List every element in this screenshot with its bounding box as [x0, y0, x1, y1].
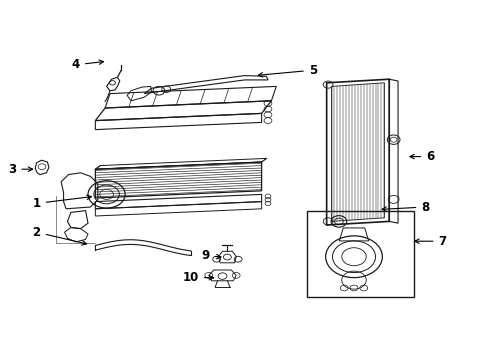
Text: 5: 5: [258, 64, 316, 77]
Text: 6: 6: [409, 150, 433, 163]
Text: 9: 9: [201, 249, 221, 262]
Text: 3: 3: [8, 163, 33, 176]
Text: 1: 1: [33, 195, 91, 210]
Text: 2: 2: [33, 226, 86, 245]
Text: 4: 4: [72, 58, 103, 71]
Text: 10: 10: [182, 271, 213, 284]
Text: 7: 7: [414, 235, 446, 248]
Text: 8: 8: [381, 201, 428, 213]
